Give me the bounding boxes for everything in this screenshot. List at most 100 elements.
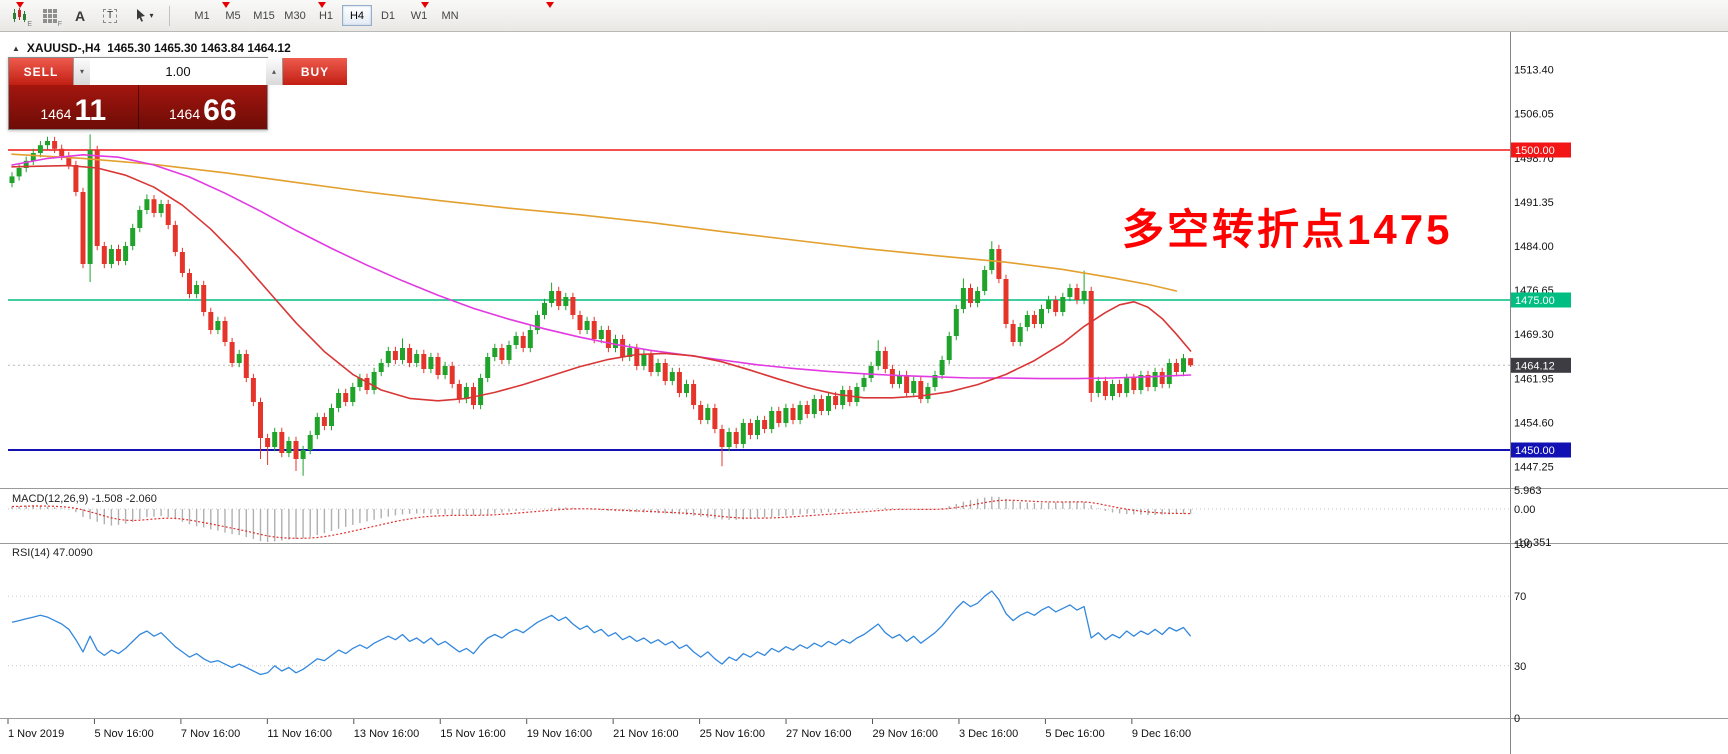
timeframe-button-d1[interactable]: D1 [373, 5, 403, 26]
timeframe-button-h1[interactable]: H1 [311, 5, 341, 26]
time-axis-label: 29 Nov 16:00 [873, 728, 938, 740]
current-bid-label [1511, 357, 1571, 373]
price-chart[interactable]: 1513.401506.051498.701491.351484.001476.… [0, 32, 1728, 754]
rsi-line [11, 590, 1192, 676]
time-axis-label: 5 Nov 16:00 [94, 728, 153, 740]
price-tick-label: 1491.35 [1514, 197, 1554, 209]
ma-slow-orange-line [11, 153, 1178, 292]
time-axis-label: 21 Nov 16:00 [613, 728, 678, 740]
buy-button[interactable]: BUY [283, 58, 347, 85]
timeframe-button-m15[interactable]: M15 [249, 5, 279, 26]
red-marker [421, 2, 429, 8]
time-axis-label: 15 Nov 16:00 [440, 728, 505, 740]
time-axis-label: 1 Nov 2019 [8, 728, 64, 740]
level-price-label [1511, 442, 1571, 458]
sell-button[interactable]: SELL [9, 58, 73, 85]
buy-price-display[interactable]: 1464 66 [139, 85, 268, 129]
timeframe-group: M1 M5 M15 M30 H1 H4 D1 W1 MN [187, 5, 466, 26]
timeframe-button-m1[interactable]: M1 [187, 5, 217, 26]
trade-controls-row: SELL ▾ ▴ BUY [9, 58, 347, 85]
rsi-scale-label: 30 [1514, 661, 1526, 673]
grid-glyph [43, 8, 57, 23]
time-axis-label: 5 Dec 16:00 [1045, 728, 1104, 740]
ma-fast-red-line [11, 164, 1192, 402]
red-marker [222, 2, 230, 8]
text-tool-icon[interactable]: A [66, 4, 94, 28]
time-axis-label: 25 Nov 16:00 [700, 728, 765, 740]
macd-indicator-label: MACD(12,26,9) -1.508 -2.060 [12, 493, 157, 505]
macd-scale-label: 5.963 [1514, 485, 1542, 497]
rsi-scale-label: 0 [1514, 713, 1520, 725]
chart-symbol-label: XAUUSD-,H4 [26, 41, 101, 55]
time-axis-label: 13 Nov 16:00 [354, 728, 419, 740]
candles-layer [9, 134, 1194, 476]
sell-price-display[interactable]: 1464 11 [9, 85, 139, 129]
time-axis-label: 27 Nov 16:00 [786, 728, 851, 740]
time-axis-label: 3 Dec 16:00 [959, 728, 1018, 740]
time-axis-label: 11 Nov 16:00 [267, 728, 332, 740]
bid-ask-display: 1464 11 1464 66 [9, 85, 267, 129]
chart-text-annotation[interactable]: 多空转折点1475 [1122, 206, 1453, 253]
volume-increase-button[interactable]: ▴ [266, 58, 282, 85]
volume-input[interactable] [90, 58, 266, 85]
ma-medium-magenta-line [11, 154, 1192, 380]
toolbar-divider [169, 5, 170, 26]
svg-text:1475.00: 1475.00 [1515, 295, 1555, 307]
timeframe-button-w1[interactable]: W1 [404, 5, 434, 26]
moving-averages-layer [11, 153, 1192, 402]
level-price-label [1511, 142, 1571, 158]
horizontal-lines-layer[interactable] [8, 149, 1510, 451]
icon-sub-label: E [27, 20, 32, 28]
axes-layer[interactable]: 1513.401506.051498.701491.351484.001476.… [0, 32, 1728, 754]
sell-price-pips: 11 [74, 94, 107, 128]
cursor-tool-icon[interactable]: ▾ [126, 4, 162, 28]
volume-decrease-button[interactable]: ▾ [74, 58, 90, 85]
svg-text:1464.12: 1464.12 [1515, 360, 1555, 372]
indicators-layer [8, 496, 1510, 676]
timeframe-button-m5[interactable]: M5 [218, 5, 248, 26]
macd-scale-label: -10.351 [1514, 537, 1551, 549]
macd-signal-line [11, 499, 1191, 539]
price-tick-label: 1469.30 [1514, 329, 1554, 341]
volume-control: ▾ ▴ [73, 58, 283, 85]
buy-price-pips: 66 [203, 94, 237, 128]
red-marker [318, 2, 326, 8]
chart-ohlc-values: 1465.30 1465.30 1463.84 1464.12 [107, 41, 291, 55]
candlestick-template-icon[interactable]: E [6, 4, 34, 28]
rsi-indicator-label: RSI(14) 47.0090 [12, 547, 93, 559]
timeframe-button-h4[interactable]: H4 [342, 5, 372, 26]
toolbar: E F A T ▾ M1 M5 M15 M30 H1 H4 D1 W1 MN [0, 0, 1728, 32]
price-tick-label: 1513.40 [1514, 65, 1554, 77]
sell-price-main: 1464 [40, 106, 72, 122]
chart-window: 1513.40 1506.05 1498.70 1491.35 1484.00 1476.… [0, 32, 1728, 754]
expand-arrow-icon: ▲ [12, 43, 20, 53]
grid-icon[interactable]: F [36, 4, 64, 28]
price-tick-label: 1447.25 [1514, 462, 1554, 474]
rsi-scale-label: 100 [1514, 539, 1532, 551]
textbox-tool-icon[interactable]: T [96, 4, 124, 28]
time-axis-label: 9 Dec 16:00 [1132, 728, 1191, 740]
buy-price-main: 1464 [168, 106, 201, 122]
cursor-glyph [137, 9, 146, 22]
svg-text:1450.00: 1450.00 [1515, 445, 1555, 457]
macd-scale-label: 0.00 [1514, 504, 1535, 516]
level-price-label [1511, 292, 1571, 308]
candles-glyph [13, 8, 26, 22]
price-tick-label: 1484.00 [1514, 241, 1554, 253]
chart-ohlc-header: ▲ XAUUSD-,H4 1465.30 1465.30 1463.84 146… [12, 41, 291, 55]
time-axis-label: 7 Nov 16:00 [181, 728, 240, 740]
svg-text:1500.00: 1500.00 [1515, 145, 1555, 157]
red-marker [16, 2, 24, 8]
price-tick-label: 1454.60 [1514, 417, 1554, 429]
price-tick-label: 1461.95 [1514, 373, 1554, 385]
time-axis-label: 19 Nov 16:00 [527, 728, 592, 740]
timeframe-button-m30[interactable]: M30 [280, 5, 310, 26]
one-click-trading-panel: SELL ▾ ▴ BUY 1464 11 1464 66 [8, 57, 347, 130]
red-marker [546, 2, 554, 8]
icon-sub-label: F [57, 20, 62, 28]
chevron-down-icon: ▾ [149, 11, 154, 20]
rsi-scale-label: 70 [1514, 591, 1526, 603]
price-tick-label: 1506.05 [1514, 109, 1554, 121]
timeframe-button-mn[interactable]: MN [435, 5, 465, 26]
